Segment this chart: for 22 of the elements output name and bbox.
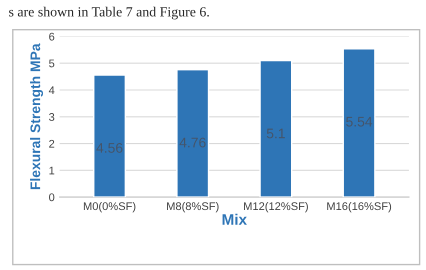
y-tick-label: 5 — [49, 60, 54, 68]
data-label: 4.56 — [96, 142, 122, 153]
y-tick-label: 1 — [49, 166, 54, 174]
y-axis-title: Flexural Strength MPa — [30, 43, 44, 190]
text: s are shown in Table 7 and Figure 6. — [9, 6, 209, 20]
bar — [342, 48, 376, 198]
bar — [93, 74, 126, 198]
x-tick-label: M0(0%SF) — [84, 202, 136, 212]
x-tick-label: M16(16%SF) — [327, 202, 392, 212]
y-tick-label: 0 — [49, 193, 54, 202]
y-tick-label: 3 — [49, 113, 54, 121]
data-label: 5.1 — [266, 128, 285, 138]
y-tick-label: 2 — [49, 140, 54, 148]
bar — [259, 60, 292, 198]
data-label: 4.76 — [180, 138, 206, 148]
y-tick-label: 4 — [48, 86, 54, 94]
bar — [176, 68, 210, 198]
data-label: 5.54 — [346, 116, 372, 127]
x-tick-label: M12(12%SF) — [244, 202, 308, 212]
x-tick-label: M8(8%SF) — [167, 202, 219, 212]
y-tick-label: 6 — [49, 32, 54, 41]
x-axis-title: Mix — [222, 214, 247, 225]
